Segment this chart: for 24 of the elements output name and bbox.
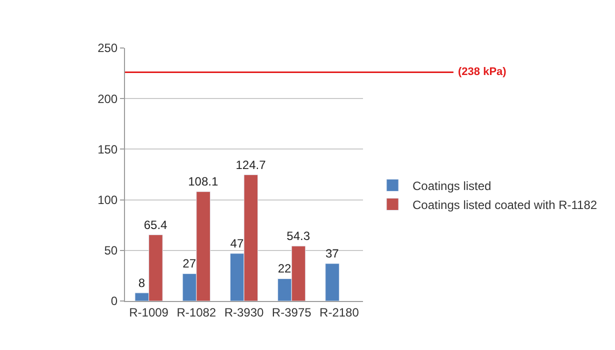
legend-label: Coatings listed — [412, 178, 492, 193]
x-tick-label: R-3975 — [272, 305, 312, 320]
bar — [325, 263, 340, 301]
data-label: 108.1 — [188, 174, 218, 189]
data-label: 8 — [138, 276, 146, 290]
data-label: 47 — [230, 236, 244, 250]
y-tick-label: 200 — [98, 92, 118, 106]
x-tick-label: R-2180 — [320, 305, 360, 320]
data-label: 27 — [182, 256, 196, 271]
y-tick-label: 100 — [98, 193, 118, 207]
y-tick-label: 250 — [98, 41, 118, 56]
data-label: 22 — [278, 262, 292, 276]
data-label: 54.3 — [286, 229, 310, 244]
x-tick-label: R-3930 — [224, 305, 264, 320]
x-tick-label: R-1009 — [129, 305, 169, 320]
ref-line-label: (238 kPa) — [458, 66, 507, 78]
data-label: 124.7 — [236, 158, 266, 172]
y-tick-label: 50 — [104, 244, 118, 258]
data-label: 65.4 — [144, 218, 168, 232]
x-tick-label: R-1082 — [176, 305, 216, 320]
y-tick-label: 150 — [98, 142, 118, 156]
legend-label: Coatings listed coated with R-1182 — [412, 198, 598, 212]
y-tick-label: 0 — [110, 294, 118, 308]
data-label: 37 — [325, 246, 340, 261]
